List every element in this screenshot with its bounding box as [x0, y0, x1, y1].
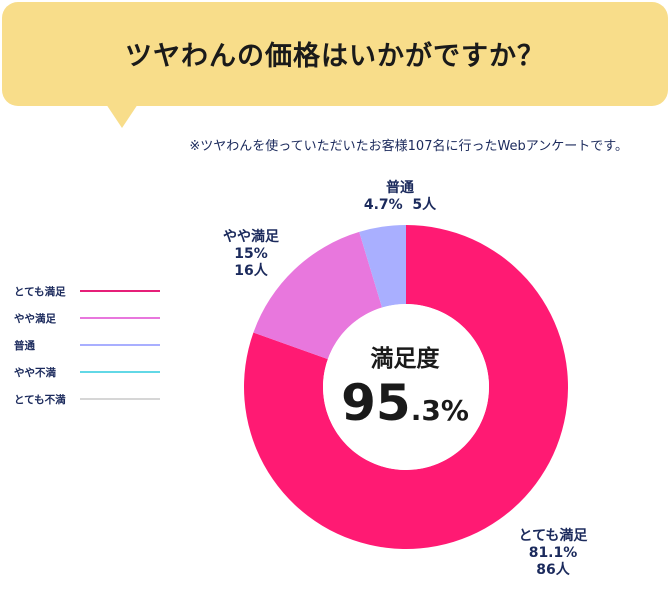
slice-percent: 4.7%	[363, 197, 403, 213]
legend-label: やや不満	[14, 367, 56, 379]
survey-note: ※ツヤわんを使っていただいたお客様107名に行ったWebアンケートです。	[189, 139, 628, 154]
legend-swatch	[80, 371, 160, 373]
legend-label: とても満足	[14, 286, 66, 298]
slice-percent: 15%	[234, 246, 268, 262]
center-value: 95.3%	[310, 374, 500, 432]
center-value-integer: 95	[341, 374, 411, 432]
center-value-fraction: .3%	[410, 394, 469, 427]
slice-1	[253, 231, 383, 360]
legend-swatch	[80, 290, 160, 292]
legend-label: とても不満	[14, 394, 66, 406]
slice-count: 86人	[536, 562, 570, 578]
legend-swatch	[80, 398, 160, 400]
slice-label-somewhat-satisfied: やや満足 15% 16人	[196, 229, 306, 280]
legend-swatch	[80, 344, 160, 346]
legend: とても満足 やや満足 普通 やや不満 とても不満	[14, 284, 164, 419]
slice-count: 5人	[412, 197, 437, 213]
page-title: ツヤわんの価格はいかがですか？	[125, 41, 545, 72]
legend-label: 普通	[14, 340, 35, 352]
center-label: 満足度	[370, 346, 440, 372]
slice-name: 普通	[386, 180, 414, 196]
slice-name: やや満足	[223, 229, 279, 245]
legend-item-somewhat-unsatisfied: やや不満	[14, 365, 164, 392]
legend-item-very-unsatisfied: とても不満	[14, 392, 164, 419]
title-bubble	[2, 2, 668, 106]
legend-swatch	[80, 317, 160, 319]
title-bubble-tail	[106, 104, 138, 128]
slice-label-neutral: 普通 4.7% 5人	[340, 180, 460, 214]
legend-item-somewhat-satisfied: やや満足	[14, 311, 164, 338]
slice-2	[359, 225, 406, 308]
slice-percent: 81.1%	[528, 545, 578, 561]
legend-item-neutral: 普通	[14, 338, 164, 365]
slice-name: とても満足	[518, 528, 588, 544]
legend-item-very-satisfied: とても満足	[14, 284, 164, 311]
slice-label-very-satisfied: とても満足 81.1% 86人	[498, 528, 608, 579]
legend-label: やや満足	[14, 313, 56, 325]
donut-hole	[323, 304, 489, 470]
slice-count: 16人	[234, 263, 268, 279]
slice-0	[244, 225, 568, 550]
